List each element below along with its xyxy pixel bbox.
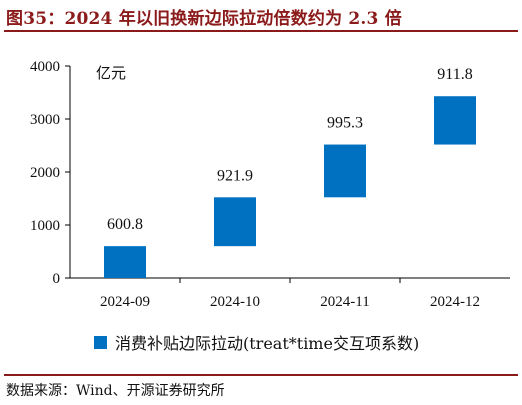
data-label: 921.9 (217, 167, 253, 184)
y-ticks: 0 1000 2000 3000 4000 (30, 59, 70, 287)
y-tick-label: 2000 (30, 165, 60, 181)
x-tick-label: 2024-12 (430, 294, 480, 310)
bar (214, 197, 256, 247)
source-note: 数据来源：Wind、开源证券研究所 (6, 383, 225, 399)
x-tick-label: 2024-09 (100, 294, 150, 310)
unit-label: 亿元 (96, 65, 126, 82)
legend-swatch (94, 335, 107, 349)
bar (434, 96, 476, 145)
y-tick-label: 3000 (30, 112, 60, 128)
figure-title: 图35：2024 年以旧换新边际拉动倍数约为 2.3 倍 (6, 9, 402, 29)
data-label: 911.8 (437, 66, 472, 83)
legend-label: 消费补贴边际拉动(treat*time交互项系数) (115, 334, 420, 353)
x-ticks: 2024-09 2024-10 2024-11 2024-12 (100, 278, 480, 310)
bars (104, 96, 476, 278)
data-label: 600.8 (107, 216, 143, 233)
y-tick-label: 0 (53, 271, 61, 287)
y-tick-label: 1000 (30, 218, 60, 234)
data-labels: 600.8 921.9 995.3 911.8 (107, 66, 473, 233)
top-rule (4, 30, 518, 32)
bottom-rule (4, 374, 518, 376)
bar (324, 144, 366, 198)
y-tick-label: 4000 (30, 59, 60, 75)
data-label: 995.3 (327, 115, 363, 132)
bar (104, 246, 146, 278)
legend: 消费补贴边际拉动(treat*time交互项系数) (94, 330, 419, 354)
x-tick-label: 2024-11 (320, 294, 369, 310)
x-tick-label: 2024-10 (210, 294, 260, 310)
